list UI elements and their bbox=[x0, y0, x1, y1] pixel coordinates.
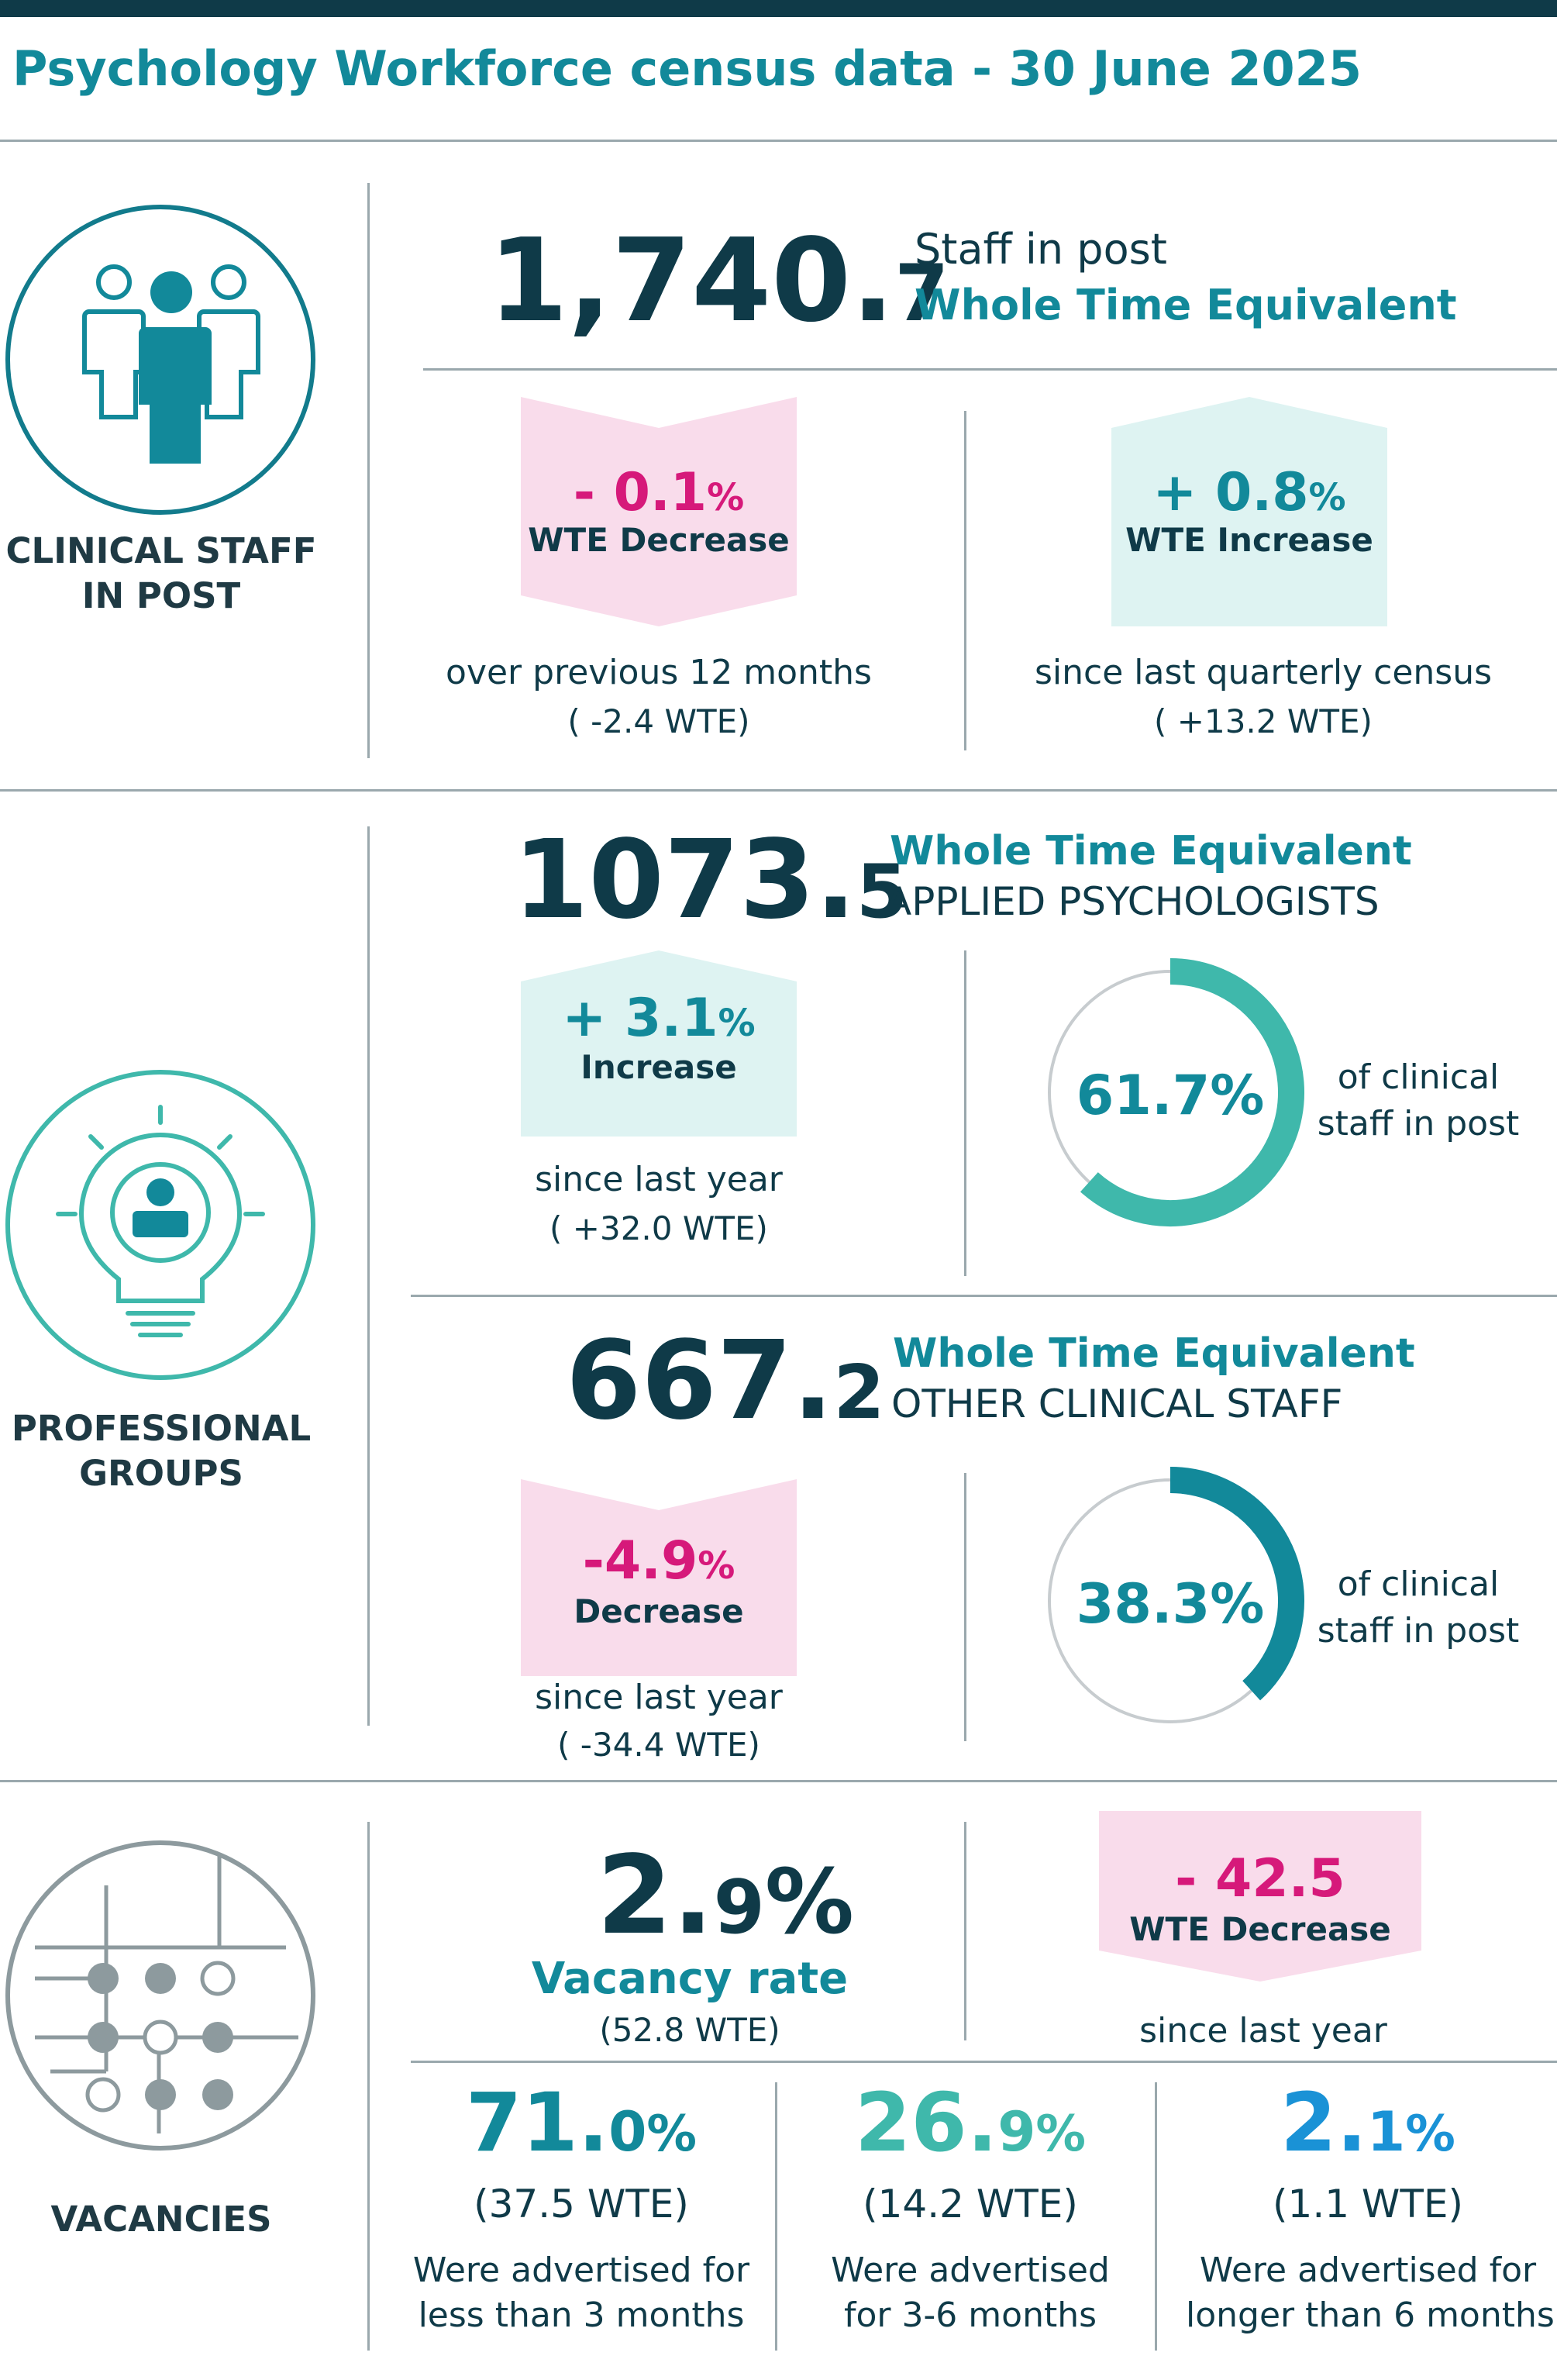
divider bbox=[0, 1780, 1557, 1782]
divider bbox=[367, 826, 370, 1726]
people-icon bbox=[5, 205, 315, 515]
other-change-badge: -4.9% Decrease bbox=[521, 1479, 797, 1676]
applied-change-caption: since last year bbox=[535, 1160, 783, 1199]
section-label-line1: CLINICAL STAFF bbox=[5, 530, 317, 571]
vacancy-change-caption: since last year bbox=[1139, 2011, 1387, 2051]
breakdown-pct: 71.0% bbox=[465, 2075, 698, 2170]
year-change-wte: ( -2.4 WTE) bbox=[567, 702, 750, 740]
other-change-caption: since last year bbox=[535, 1678, 783, 1717]
other-share-donut bbox=[1048, 1467, 1304, 1723]
breakdown-pct: 26.9% bbox=[854, 2075, 1087, 2170]
applied-change-wte: ( +32.0 WTE) bbox=[549, 1209, 768, 1247]
other-group-label: OTHER CLINICAL STAFF bbox=[891, 1381, 1343, 1426]
divider bbox=[964, 1473, 966, 1741]
breakdown-caption-line2: less than 3 months bbox=[418, 2295, 745, 2335]
applied-group-label: APPLIED PSYCHOLOGISTS bbox=[885, 879, 1380, 924]
vacancy-rate-wte: (52.8 WTE) bbox=[599, 2011, 780, 2049]
divider bbox=[367, 183, 370, 758]
breakdown-pct: 2.1% bbox=[1280, 2075, 1455, 2170]
clinical-wte-number: 1,740.7 bbox=[488, 214, 949, 347]
other-wte-label: Whole Time Equivalent bbox=[893, 1330, 1415, 1377]
quarter-change-wte: ( +13.2 WTE) bbox=[1154, 702, 1373, 740]
divider bbox=[0, 789, 1557, 792]
other-wte-number: 667.2 bbox=[566, 1318, 885, 1444]
applied-change-badge: + 3.1% Increase bbox=[521, 950, 797, 1137]
breakdown-item: 26.9% (14.2 WTE) Were advertised for 3-6… bbox=[792, 2082, 1149, 2338]
top-bar bbox=[0, 0, 1557, 17]
breakdown-item: 2.1% (1.1 WTE) Were advertised for longe… bbox=[1186, 2075, 1555, 2338]
applied-wte-number: 1073.5 bbox=[513, 817, 908, 943]
vacancy-change-badge: - 42.5 WTE Decrease bbox=[1099, 1811, 1421, 1982]
breakdown-wte: (14.2 WTE) bbox=[863, 2182, 1078, 2227]
section-label-line1: PROFESSIONAL bbox=[11, 1408, 312, 1449]
breakdown-caption-line1: Were advertised for bbox=[1199, 2251, 1537, 2290]
divider bbox=[367, 1822, 370, 2351]
vacancy-rate-label: Vacancy rate bbox=[531, 1954, 849, 2004]
other-change-wte: ( -34.4 WTE) bbox=[557, 1726, 760, 1764]
page-title: Psychology Workforce census data - 30 Ju… bbox=[12, 40, 1362, 97]
applied-share-arc bbox=[1080, 958, 1304, 1226]
quarter-change-caption: since last quarterly census bbox=[1034, 653, 1493, 692]
year-change-caption: over previous 12 months bbox=[446, 653, 872, 692]
applied-share-donut bbox=[1048, 958, 1304, 1226]
other-share-value: 38.3% bbox=[1076, 1572, 1265, 1636]
wte-label: Whole Time Equivalent bbox=[915, 281, 1457, 329]
divider bbox=[1155, 2082, 1157, 2351]
divider bbox=[775, 2082, 777, 2351]
breakdown-caption-line1: Were advertised bbox=[831, 2251, 1110, 2290]
staff-in-post-label: Staff in post bbox=[915, 225, 1167, 274]
divider bbox=[411, 1295, 1557, 1297]
breakdown-caption-line2: longer than 6 months bbox=[1186, 2295, 1555, 2335]
applied-share-caption-line2: staff in post bbox=[1317, 1104, 1520, 1143]
breakdown-item: 71.0% (37.5 WTE) Were advertised for les… bbox=[403, 2082, 760, 2338]
applied-share-caption-line1: of clinical bbox=[1337, 1057, 1500, 1097]
vacancies-grid-icon bbox=[5, 1840, 315, 2151]
section-label-line2: GROUPS bbox=[79, 1453, 243, 1494]
breakdown-caption-line2: for 3-6 months bbox=[843, 2295, 1097, 2335]
lightbulb-icon bbox=[5, 1070, 315, 1380]
quarter-change-badge: + 0.8% WTE Increase bbox=[1111, 397, 1387, 626]
breakdown-wte: (1.1 WTE) bbox=[1273, 2182, 1463, 2227]
applied-share-value: 61.7% bbox=[1076, 1064, 1265, 1127]
divider bbox=[411, 2061, 1557, 2063]
divider bbox=[0, 140, 1557, 142]
other-share-caption-line1: of clinical bbox=[1337, 1564, 1500, 1604]
vacancy-rate-number: 2.9% bbox=[597, 1833, 854, 1959]
divider bbox=[964, 1822, 966, 2040]
breakdown-caption-line1: Were advertised for bbox=[412, 2251, 750, 2290]
divider bbox=[964, 411, 966, 750]
divider bbox=[964, 950, 966, 1276]
year-change-badge: - 0.1% WTE Decrease bbox=[521, 397, 797, 626]
applied-wte-label: Whole Time Equivalent bbox=[890, 828, 1412, 874]
vacancies-label: VACANCIES bbox=[50, 2199, 272, 2240]
divider bbox=[423, 368, 1557, 371]
section-label-line2: IN POST bbox=[81, 575, 241, 616]
other-share-caption-line2: staff in post bbox=[1317, 1611, 1520, 1650]
other-share-arc bbox=[1169, 1467, 1304, 1701]
breakdown-wte: (37.5 WTE) bbox=[474, 2182, 689, 2227]
